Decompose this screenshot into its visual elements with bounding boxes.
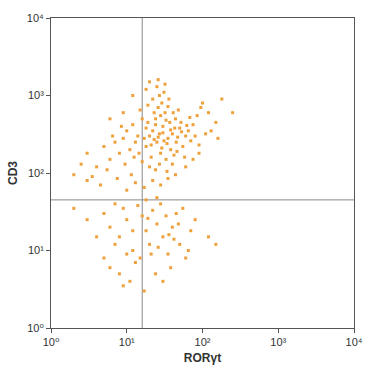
svg-text:10¹: 10¹	[28, 244, 44, 256]
svg-text:10²: 10²	[28, 167, 44, 179]
svg-text:10³: 10³	[270, 336, 286, 348]
svg-text:10⁰: 10⁰	[27, 322, 44, 334]
svg-text:CD3: CD3	[6, 161, 20, 185]
svg-text:10⁴: 10⁴	[346, 336, 363, 348]
svg-text:RORγt: RORγt	[184, 351, 221, 365]
svg-text:10¹: 10¹	[119, 336, 135, 348]
svg-text:10³: 10³	[28, 89, 44, 101]
svg-text:10⁰: 10⁰	[43, 336, 60, 348]
svg-text:10²: 10²	[195, 336, 211, 348]
svg-text:10⁴: 10⁴	[27, 12, 44, 24]
